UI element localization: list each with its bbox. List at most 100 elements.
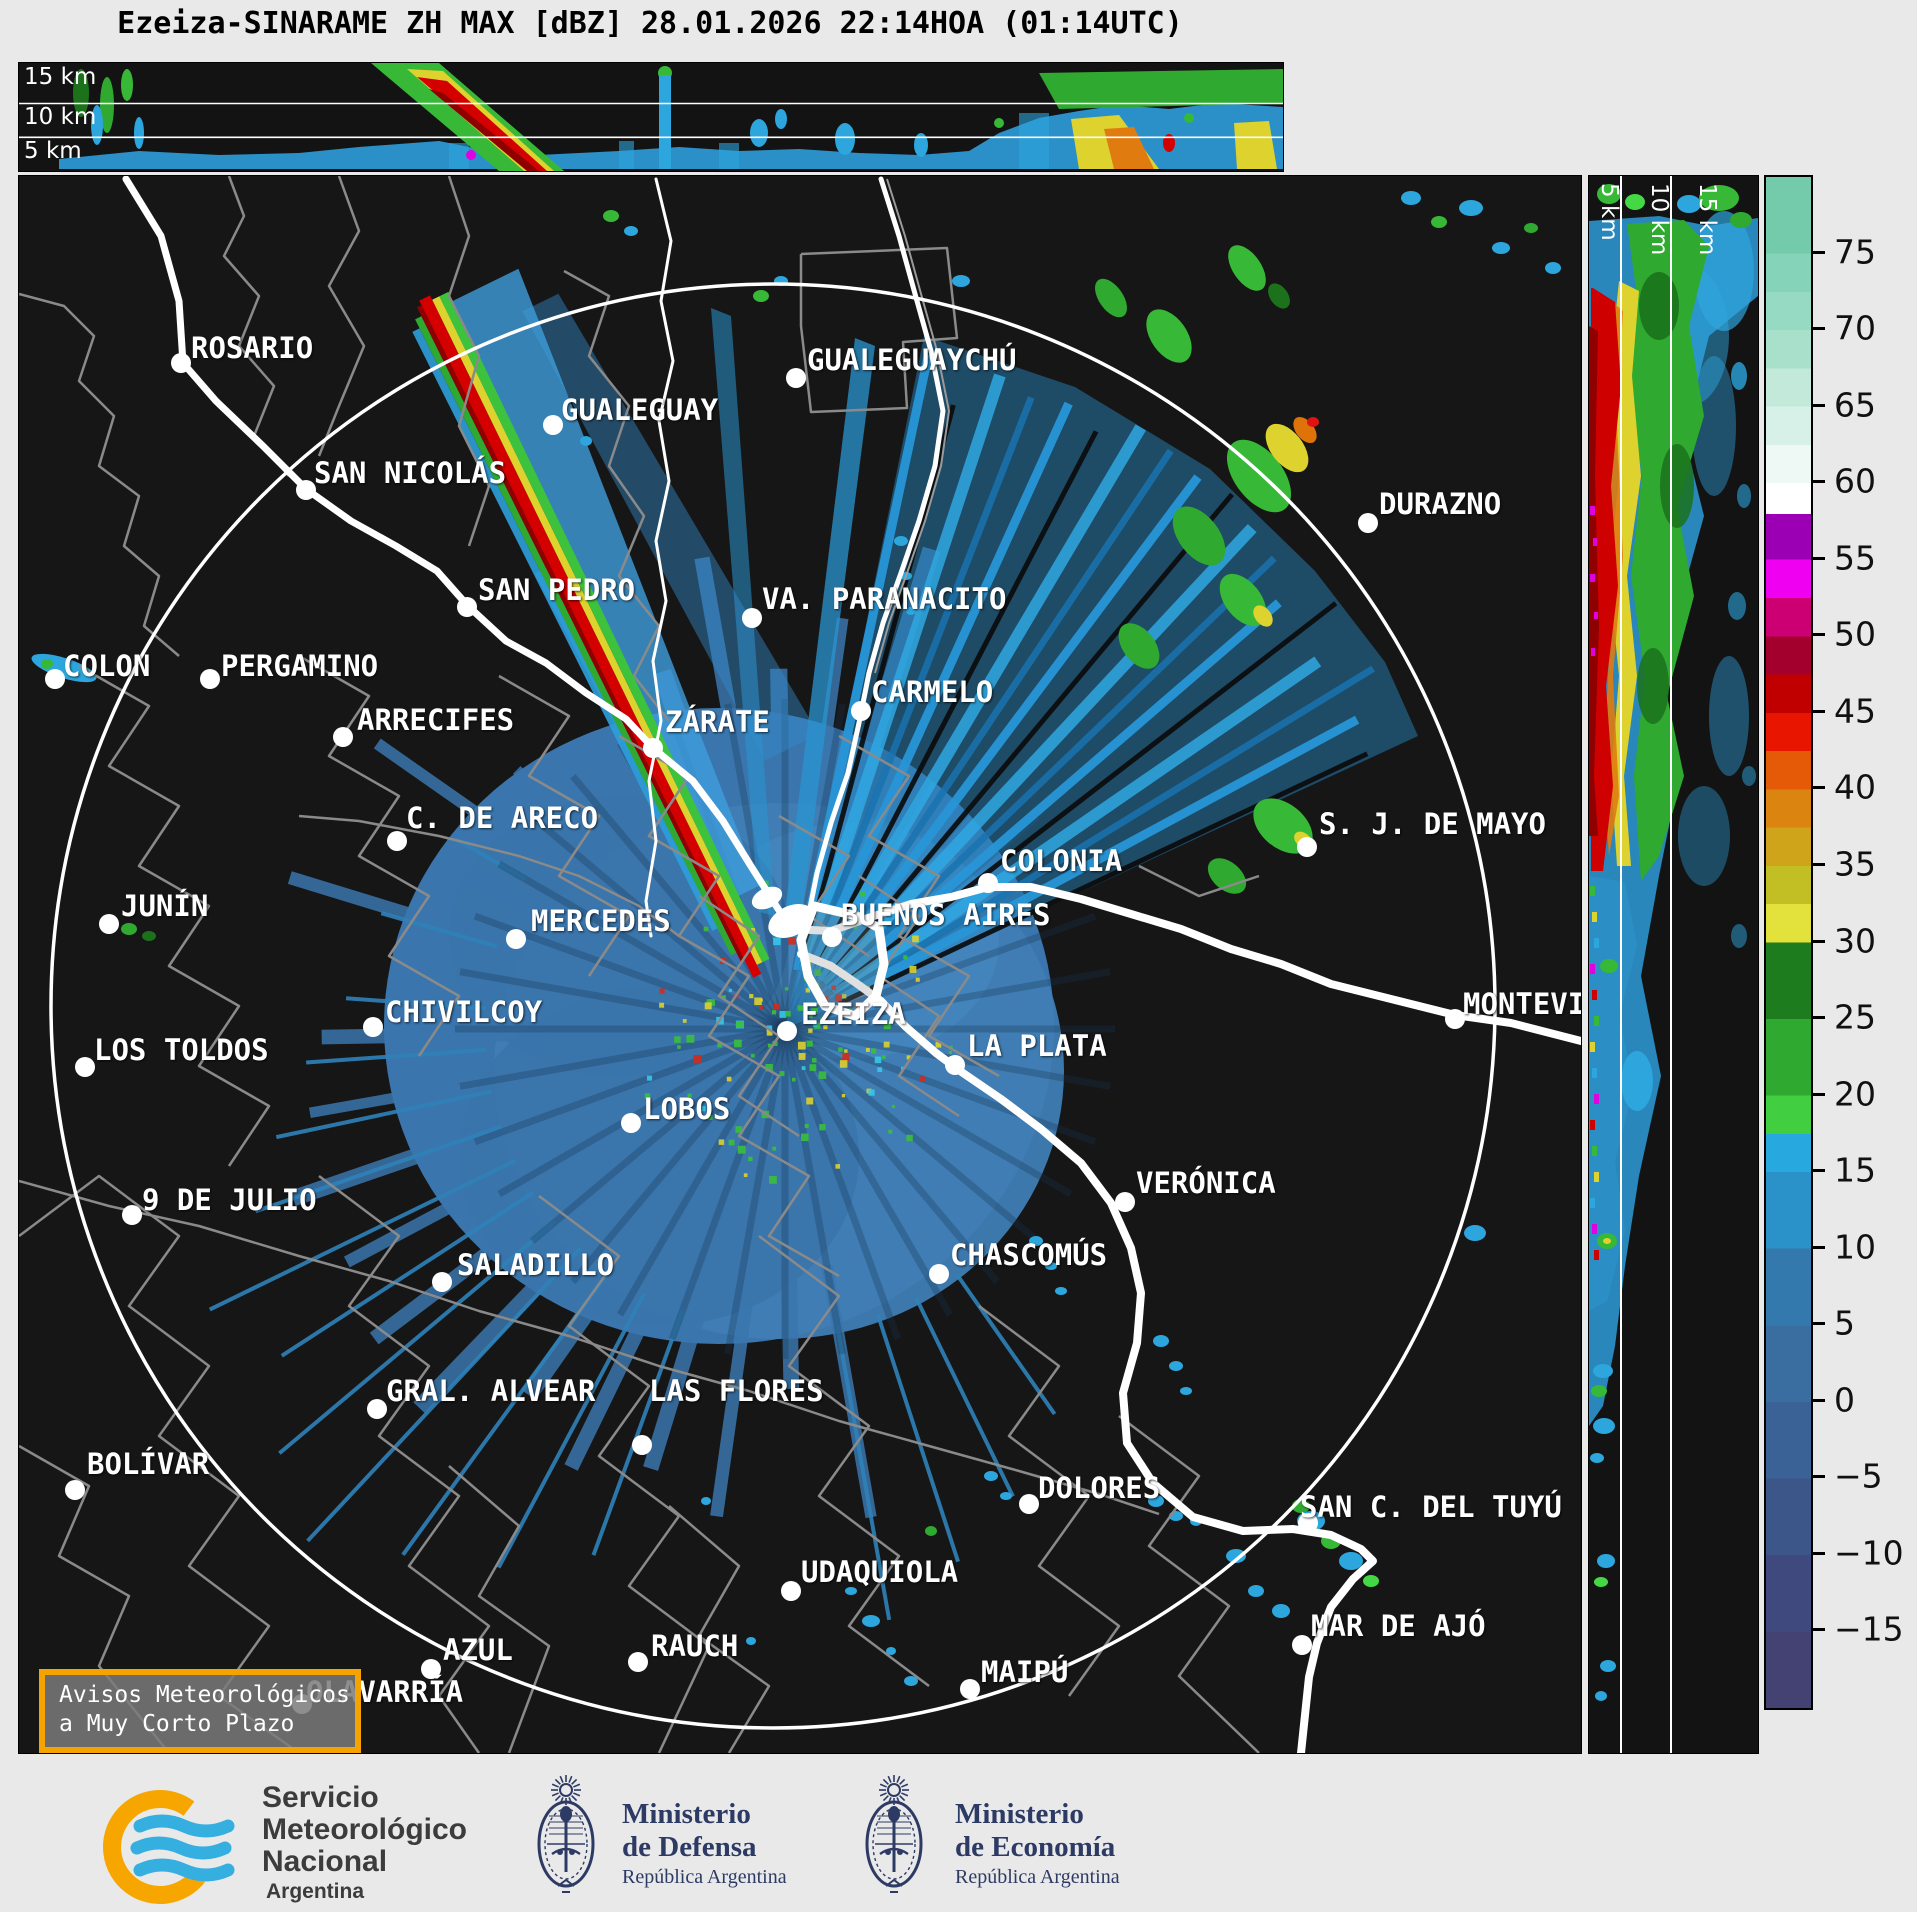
city-dot	[632, 1435, 652, 1455]
city-dot	[945, 1055, 965, 1075]
city-dot	[506, 929, 526, 949]
defensa-coat-of-arms-icon	[537, 1775, 595, 1893]
city-dot	[65, 1480, 85, 1500]
colorbar-tick	[1811, 1398, 1825, 1402]
right-cross-section-echoes	[1589, 176, 1758, 1753]
page-title: Ezeiza-SINARAME ZH MAX [dBZ] 28.01.2026 …	[117, 6, 1183, 41]
colorbar-tick	[1811, 1628, 1825, 1632]
colorbar-tick-label: 70	[1834, 308, 1876, 348]
colorbar-tick-label: 50	[1834, 614, 1876, 654]
city-label: MAR DE AJÓ	[1311, 1609, 1486, 1643]
colorbar-tick	[1811, 633, 1825, 637]
colorbar-tick	[1811, 480, 1825, 484]
warning-badge[interactable]: Avisos Meteorológicos a Muy Corto Plazo	[39, 1669, 361, 1753]
colorbar-tick-label: 5	[1834, 1303, 1855, 1343]
city-label: GRAL. ALVEAR	[386, 1374, 596, 1408]
smn-logo-icon	[103, 1790, 235, 1904]
city-dot	[628, 1652, 648, 1672]
city-label: LAS FLORES	[649, 1374, 824, 1408]
city-dot	[1358, 513, 1378, 533]
city-dot	[643, 738, 663, 758]
colorbar-tick-label: 20	[1834, 1074, 1876, 1114]
colorbar-tick-label: −5	[1834, 1456, 1883, 1496]
colorbar-tick-label: 25	[1834, 997, 1876, 1037]
right-altitude-label: 5 km	[1596, 183, 1622, 241]
colorbar-tick	[1811, 327, 1825, 331]
colorbar-tick	[1811, 1551, 1825, 1555]
colorbar-tick-label: 0	[1834, 1380, 1855, 1420]
city-dot	[1298, 1513, 1318, 1533]
right-altitude-label: 10 km	[1646, 183, 1672, 256]
colorbar-tick-label: 60	[1834, 461, 1876, 501]
warning-line-1: Avisos Meteorológicos	[59, 1682, 350, 1708]
colorbar-tick-label: 15	[1834, 1150, 1876, 1190]
radar-map-graphics	[19, 176, 1581, 1753]
colorbar-tick	[1811, 1169, 1825, 1173]
top-altitude-label: 15 km	[24, 64, 97, 90]
colorbar-tick-label: 75	[1834, 232, 1876, 272]
city-dot	[45, 669, 65, 689]
city-label: S. J. DE MAYO	[1319, 807, 1546, 841]
radar-map: ROSARIO GUALEGUAYCHÚ GUALEGUAY SAN NICOLÁS D…	[18, 175, 1582, 1754]
smn-country: Argentina	[266, 1880, 365, 1903]
city-dot	[777, 1021, 797, 1041]
footer: Servicio Meteorológico Nacional Argentin…	[0, 1760, 1917, 1909]
colorbar-tick	[1811, 250, 1825, 254]
city-label: LOS TOLDOS	[94, 1033, 269, 1067]
city-dot	[333, 727, 353, 747]
economia-coat-of-arms-icon	[865, 1775, 923, 1893]
city-label: COLON	[63, 649, 151, 683]
city-label: RAUCH	[651, 1629, 739, 1663]
city-dot	[781, 1581, 801, 1601]
city-label: BOLÍVAR	[87, 1447, 210, 1481]
city-label: AZUL	[443, 1633, 513, 1667]
city-label: SAN NICOLÁS	[314, 456, 507, 490]
top-altitude-label: 10 km	[24, 104, 97, 130]
colorbar-tick-label: 65	[1834, 385, 1876, 425]
city-label: LA PLATA	[967, 1029, 1107, 1063]
city-label: EZEIZA	[801, 997, 906, 1031]
colorbar-tick	[1811, 1322, 1825, 1326]
city-dot	[621, 1113, 641, 1133]
colorbar-tick	[1811, 1245, 1825, 1249]
colorbar-tick	[1811, 556, 1825, 560]
colorbar-tick-label: 30	[1834, 921, 1876, 960]
colorbar-tick	[1811, 862, 1825, 866]
city-label: PERGAMINO	[221, 649, 379, 683]
city-label: ZÁRATE	[665, 705, 770, 739]
city-dot	[457, 597, 477, 617]
city-label: VERÓNICA	[1136, 1166, 1276, 1200]
city-label: JUNÍN	[121, 889, 209, 923]
city-dot	[387, 831, 407, 851]
city-dot	[822, 927, 842, 947]
right-altitude-label: 15 km	[1694, 183, 1720, 256]
city-dot	[421, 1659, 441, 1679]
city-label: MAIPÚ	[981, 1655, 1069, 1689]
city-dot	[296, 480, 316, 500]
city-dot	[960, 1679, 980, 1699]
city-dot	[1115, 1192, 1135, 1212]
city-label: ROSARIO	[191, 331, 314, 365]
economia-title: Ministerio de Economía	[955, 1798, 1116, 1863]
economia-subtitle: República Argentina	[955, 1866, 1120, 1888]
city-dot	[978, 873, 998, 893]
colorbar-tick-label: 45	[1834, 691, 1876, 731]
city-dot	[363, 1017, 383, 1037]
warning-line-2: a Muy Corto Plazo	[59, 1711, 295, 1737]
city-label: UDAQUIOLA	[801, 1555, 959, 1589]
city-label: DOLORES	[1038, 1471, 1161, 1505]
city-label: C. DE ARECO	[406, 801, 599, 835]
colorbar-tick	[1811, 1016, 1825, 1020]
right-cross-section-panel	[1588, 175, 1759, 1754]
city-dot	[1297, 837, 1317, 857]
city-label: LOBOS	[643, 1092, 731, 1126]
colorbar-tick	[1811, 709, 1825, 713]
city-dot	[1445, 1009, 1465, 1029]
city-label: CARMELO	[871, 675, 994, 709]
colorbar-tick-label: 10	[1834, 1227, 1876, 1267]
city-dot	[99, 914, 119, 934]
city-dot	[367, 1399, 387, 1419]
city-label: 9 DE JULIO	[142, 1183, 317, 1217]
city-label: ARRECIFES	[357, 703, 515, 737]
city-label: COLONIA	[1000, 844, 1123, 878]
